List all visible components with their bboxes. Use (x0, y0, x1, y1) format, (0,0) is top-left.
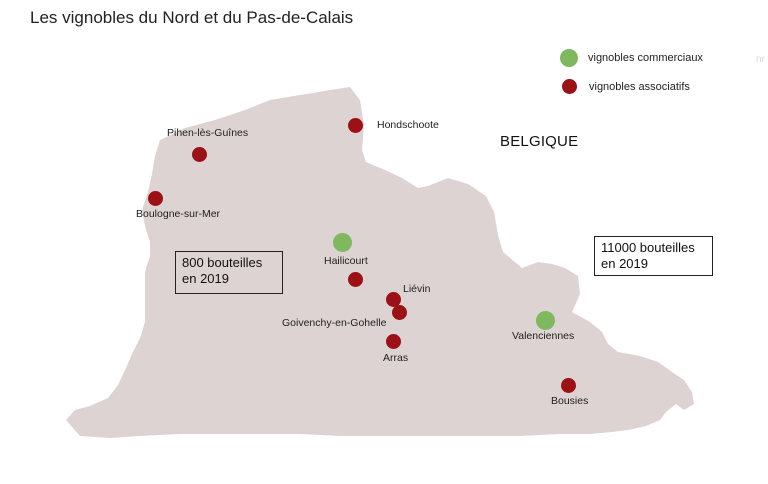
country-label-belgique: BELGIQUE (500, 133, 579, 150)
label-boulogne: Boulogne-sur-Mer (136, 208, 221, 220)
marker-bousies (561, 378, 576, 393)
region-shape (66, 87, 694, 438)
label-goivenchy: Goivenchy-en-Gohelle (282, 317, 387, 329)
info-box-west: 800 bouteilles en 2019 (175, 251, 283, 294)
marker-hailicourt (333, 233, 352, 252)
legend-associative-label: vignobles associatifs (589, 80, 690, 93)
legend-commercial-label: vignobles commerciaux (588, 52, 703, 64)
label-hailicourt: Hailicourt (324, 255, 368, 267)
marker-arras (386, 334, 401, 349)
legend-associative: vignobles associatifs (562, 79, 690, 94)
marker-hondschoote (348, 118, 363, 133)
label-arras: Arras (383, 352, 409, 364)
marker-valenciennes (536, 311, 555, 330)
label-valenciennes: Valenciennes (512, 330, 575, 342)
marker-goivenchy (392, 305, 407, 320)
legend-commercial: vignobles commerciaux (560, 49, 703, 67)
info-box-west-line1: 800 bouteilles (182, 255, 263, 270)
info-box-west-line2: en 2019 (182, 271, 229, 286)
label-hondschoote: Hondschoote (377, 119, 439, 131)
label-lievin: Liévin (403, 283, 431, 295)
info-box-east-line2: en 2019 (601, 256, 648, 271)
label-pihen: Pihen-lès-Guînes (167, 127, 249, 139)
legend-commercial-dot (560, 49, 578, 67)
map-title: Les vignobles du Nord et du Pas-de-Calai… (30, 8, 354, 27)
marker-associative-unlabeled (348, 272, 363, 287)
marker-lievin (386, 292, 401, 307)
marker-boulogne (148, 191, 163, 206)
marker-pihen (192, 147, 207, 162)
label-bousies: Bousies (551, 395, 589, 407)
watermark: nr (756, 54, 765, 65)
info-box-east: 11000 bouteilles en 2019 (594, 236, 713, 276)
legend-associative-dot (562, 79, 577, 94)
info-box-east-line1: 11000 bouteilles (601, 240, 695, 255)
